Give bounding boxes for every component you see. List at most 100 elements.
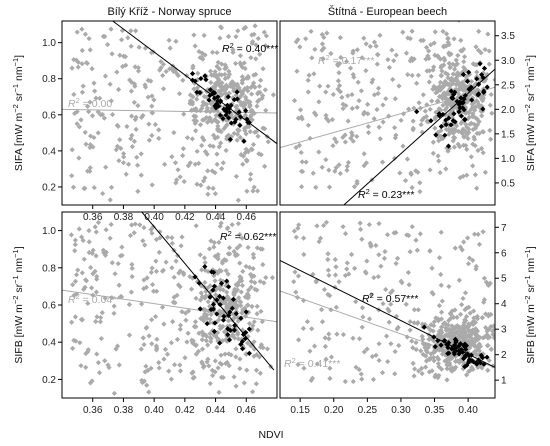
point-all — [451, 36, 457, 42]
point-all — [305, 89, 311, 95]
x-tick-label: 0.42 — [175, 212, 195, 223]
point-all — [189, 370, 195, 376]
point-all — [393, 52, 399, 58]
point-all — [85, 349, 91, 355]
point-selected — [469, 97, 475, 103]
point-all — [127, 77, 133, 83]
point-all — [202, 149, 208, 155]
point-all — [88, 285, 95, 291]
point-all — [300, 297, 307, 304]
point-all — [129, 113, 135, 119]
point-all — [184, 339, 190, 345]
point-all — [182, 310, 189, 316]
point-all — [83, 364, 89, 371]
point-all — [435, 153, 441, 159]
point-all — [423, 364, 429, 370]
point-all — [385, 57, 391, 63]
point-all — [446, 126, 452, 133]
point-all — [238, 88, 244, 95]
point-all — [394, 255, 401, 262]
point-all — [474, 336, 480, 343]
point-all — [223, 337, 229, 343]
point-all — [125, 161, 132, 167]
point-all — [239, 77, 245, 84]
point-all — [406, 106, 412, 112]
point-all — [433, 90, 439, 96]
point-all — [79, 89, 86, 95]
point-all — [235, 28, 241, 34]
point-all — [452, 358, 459, 365]
y-tick-label: 6 — [501, 248, 507, 259]
point-all — [451, 104, 458, 110]
point-all — [386, 319, 392, 325]
point-all — [199, 54, 205, 60]
panel-tr: 0.5 1.0 1.5 2.0 2.5 3.0 3.5 Štítná - European b… — [279, 5, 537, 206]
point-all — [265, 139, 271, 145]
point-all — [163, 68, 169, 75]
point-selected — [229, 305, 235, 311]
point-all — [440, 135, 446, 141]
point-all — [251, 353, 257, 359]
point-all — [309, 326, 315, 332]
point-all — [480, 70, 486, 76]
point-all — [376, 221, 382, 227]
point-all — [250, 141, 257, 148]
point-all — [169, 154, 175, 160]
point-all — [323, 219, 330, 226]
point-all — [235, 318, 241, 324]
point-all — [214, 335, 220, 341]
point-all — [458, 331, 464, 337]
point-all — [430, 150, 436, 156]
point-all — [476, 101, 482, 108]
point-all — [113, 346, 119, 352]
point-all — [485, 313, 491, 319]
point-all — [115, 86, 122, 93]
point-all — [250, 188, 256, 194]
point-all — [176, 270, 182, 276]
point-all — [454, 105, 460, 112]
r2-annotation-selected: R2 = 0.62*** — [220, 229, 276, 243]
point-all — [72, 278, 79, 284]
point-all — [319, 31, 325, 38]
point-all — [461, 54, 468, 60]
point-all — [458, 71, 464, 78]
point-all — [326, 184, 333, 190]
point-all — [216, 88, 222, 94]
point-all — [149, 110, 156, 116]
point-all — [442, 358, 448, 364]
point-all — [344, 260, 350, 266]
point-all — [79, 26, 85, 32]
point-all — [208, 311, 214, 317]
point-all — [82, 185, 88, 191]
point-all — [374, 106, 380, 113]
point-all — [458, 37, 464, 43]
point-all — [468, 154, 474, 160]
point-all — [505, 74, 510, 79]
x-tick-label: 0.36 — [83, 212, 103, 223]
point-all — [456, 128, 462, 135]
point-all — [475, 147, 481, 154]
point-all — [488, 91, 494, 98]
point-selected — [230, 296, 237, 302]
point-selected — [414, 109, 420, 115]
point-all — [467, 310, 473, 316]
point-all — [431, 40, 437, 46]
point-all — [432, 347, 438, 353]
point-all — [239, 74, 245, 80]
point-all — [257, 278, 263, 285]
point-all — [383, 96, 389, 102]
point-all — [117, 253, 124, 259]
point-all — [436, 86, 442, 92]
point-selected — [210, 287, 216, 293]
point-all — [391, 125, 398, 131]
point-all — [420, 351, 426, 358]
point-all — [431, 64, 437, 70]
point-all — [451, 366, 458, 372]
point-all — [344, 266, 350, 272]
point-all — [90, 271, 96, 277]
point-all — [146, 137, 152, 143]
point-all — [196, 348, 202, 354]
point-all — [430, 328, 436, 334]
point-all — [441, 82, 448, 88]
point-selected — [445, 344, 451, 351]
